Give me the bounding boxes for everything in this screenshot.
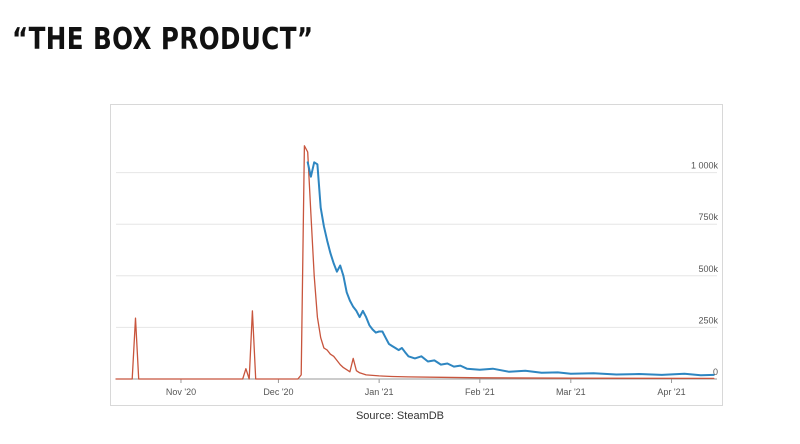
gridlines [116,172,717,383]
x-tick-label: Jan '21 [365,387,394,397]
slide-title: “THE BOX PRODUCT” [12,22,314,57]
x-tick-label: Dec '20 [263,387,293,397]
series-line-blue [306,161,715,377]
y-tick-label: 0 [713,367,718,377]
line-chart: 0 250k 500k 750k 1 000k Nov '20 Dec '20 Jan '21… [115,145,719,397]
series-line-orange [115,145,715,380]
series-layer [115,145,715,380]
y-tick-label: 500k [698,264,718,274]
x-tick-label: Feb '21 [465,387,495,397]
x-tick-label: Nov '20 [166,387,196,397]
x-tick-label: Mar '21 [556,387,586,397]
chart-frame: 0 250k 500k 750k 1 000k Nov '20 Dec '20 Jan '21… [110,104,723,406]
x-tick-label: Apr '21 [657,387,685,397]
source-caption: Source: SteamDB [355,410,445,422]
y-tick-label: 750k [698,212,718,222]
y-tick-label: 1 000k [691,161,719,171]
axis-labels: 0 250k 500k 750k 1 000k Nov '20 Dec '20 Jan '21… [166,161,719,397]
y-tick-label: 250k [698,315,718,325]
